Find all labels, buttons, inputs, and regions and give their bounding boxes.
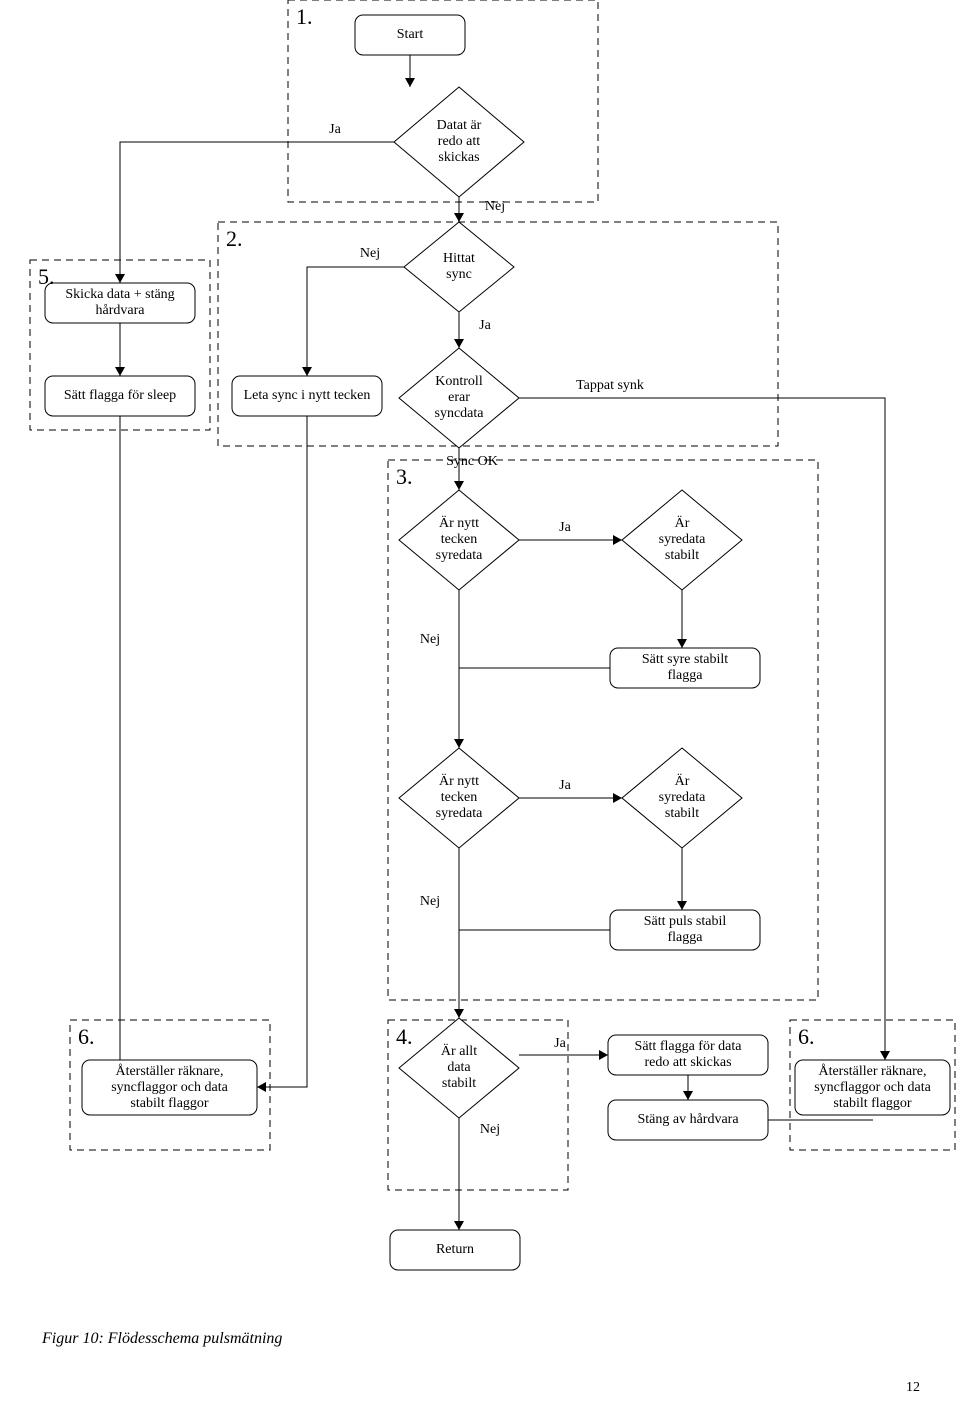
- box-label: Sätt puls stabil flagga: [644, 914, 726, 946]
- diamond-label: Hittat sync: [443, 251, 475, 283]
- edge-label: Nej: [480, 1122, 500, 1138]
- diamond-label: Är syredata stabilt: [659, 516, 706, 564]
- edge-label: Sync OK: [446, 454, 498, 470]
- section-number: 6.: [798, 1024, 815, 1050]
- flowchart-svg: [0, 0, 960, 1407]
- box-label: Leta sync i nytt tecken: [244, 388, 371, 404]
- section-number: 6.: [78, 1024, 95, 1050]
- edge-label: Ja: [329, 122, 341, 138]
- section-number: 1.: [296, 4, 313, 30]
- edge-label: Nej: [420, 894, 440, 910]
- edge-label: Tappat synk: [576, 378, 644, 394]
- flowchart-page: { "caption": "Figur 10: Flödesschema pul…: [0, 0, 960, 1407]
- diamond-label: Kontroll erar syncdata: [435, 374, 484, 422]
- box-label: Återställer räknare, syncflaggor och dat…: [111, 1063, 228, 1111]
- edge-label: Ja: [554, 1036, 566, 1052]
- section-number: 4.: [396, 1024, 413, 1050]
- box-label: Return: [436, 1242, 474, 1258]
- diamond-label: Datat är redo att skickas: [437, 118, 482, 166]
- section-number: 2.: [226, 226, 243, 252]
- box-label: Sätt flagga för data redo att skickas: [635, 1039, 742, 1071]
- edge-label: Nej: [420, 632, 440, 648]
- box-label: Skicka data + stäng hårdvara: [65, 287, 174, 319]
- section-number: 3.: [396, 464, 413, 490]
- figure-caption: Figur 10: Flödesschema pulsmätning: [42, 1330, 282, 1348]
- box-label: Sätt flagga för sleep: [64, 388, 176, 404]
- box-label: Start: [397, 27, 423, 43]
- diamond-label: Är syredata stabilt: [659, 774, 706, 822]
- box-label: Stäng av hårdvara: [637, 1112, 738, 1128]
- diamond-label: Är allt data stabilt: [441, 1044, 477, 1092]
- diamond-label: Är nytt tecken syredata: [436, 774, 483, 822]
- edge-label: Nej: [485, 199, 505, 215]
- edge-label: Ja: [479, 318, 491, 334]
- section-number: 5.: [38, 264, 55, 290]
- box-label: Sätt syre stabilt flagga: [642, 652, 728, 684]
- edge-label: Ja: [559, 778, 571, 794]
- box-label: Återställer räknare, syncflaggor och dat…: [814, 1063, 931, 1111]
- page-number: 12: [906, 1380, 920, 1396]
- edge-label: Ja: [559, 520, 571, 536]
- diamond-label: Är nytt tecken syredata: [436, 516, 483, 564]
- edge-label: Nej: [360, 246, 380, 262]
